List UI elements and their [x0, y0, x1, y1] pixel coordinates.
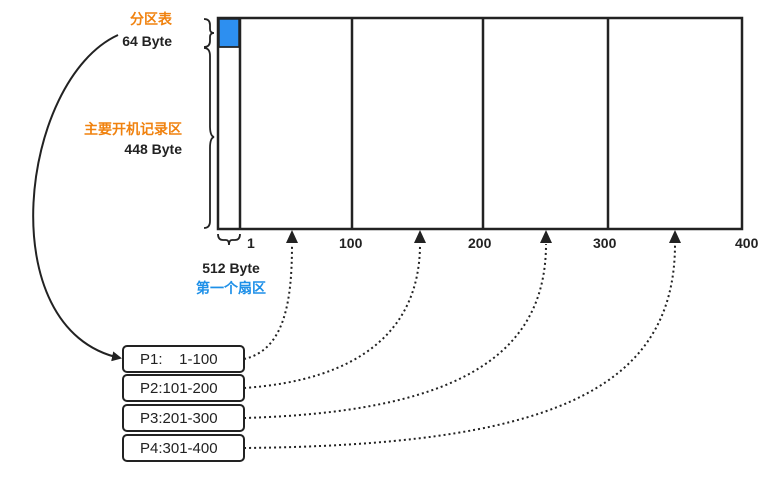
partition-box-p3: [122, 404, 245, 432]
partition-label-p4: P4:301-400: [140, 440, 218, 457]
arrow-up-p2: [414, 230, 426, 243]
partition-table-size: 64 Byte: [122, 33, 172, 49]
arrow-up-p3: [540, 230, 552, 243]
tick-label-100: 100: [339, 235, 363, 251]
disk-outline: [216, 16, 744, 231]
partition-table-label: 分区表: [130, 11, 173, 27]
partition-label-p2: P2:101-200: [140, 380, 218, 397]
partition-connectors: [243, 243, 676, 449]
brace-boot-record: [203, 47, 215, 229]
tick-label-1: 1: [247, 235, 255, 251]
partition-table-block: [218, 18, 240, 48]
brace-first-sector: [217, 233, 241, 246]
partition-box-p2: [122, 374, 245, 402]
boot-record-label: 主要开机记录区: [84, 121, 182, 137]
sector-size-label: 512 Byte: [202, 260, 260, 276]
tick-label-400: 400: [735, 235, 759, 251]
connector-p3: [243, 243, 547, 419]
first-sector-label: 第一个扇区: [196, 280, 266, 296]
partition-box-p1: [122, 345, 245, 373]
tick-label-200: 200: [468, 235, 492, 251]
arrow-up-p4: [669, 230, 681, 243]
brace-partition-table: [203, 18, 215, 48]
partition-table-pointer: [32, 34, 122, 362]
tick-label-300: 300: [593, 235, 617, 251]
connector-p2: [243, 243, 421, 389]
partition-box-p4: [122, 434, 245, 462]
partition-list: P1: 1-100 P2:101-200 P3:201-300 P4:301-4…: [122, 345, 245, 462]
partition-start-arrows: [286, 230, 681, 243]
connector-p4: [243, 243, 676, 449]
partition-label-p1: P1: 1-100: [140, 351, 218, 368]
partition-label-p3: P3:201-300: [140, 410, 218, 427]
connector-p1: [243, 243, 293, 360]
boot-record-size: 448 Byte: [124, 141, 182, 157]
arrow-up-p1: [286, 230, 298, 243]
